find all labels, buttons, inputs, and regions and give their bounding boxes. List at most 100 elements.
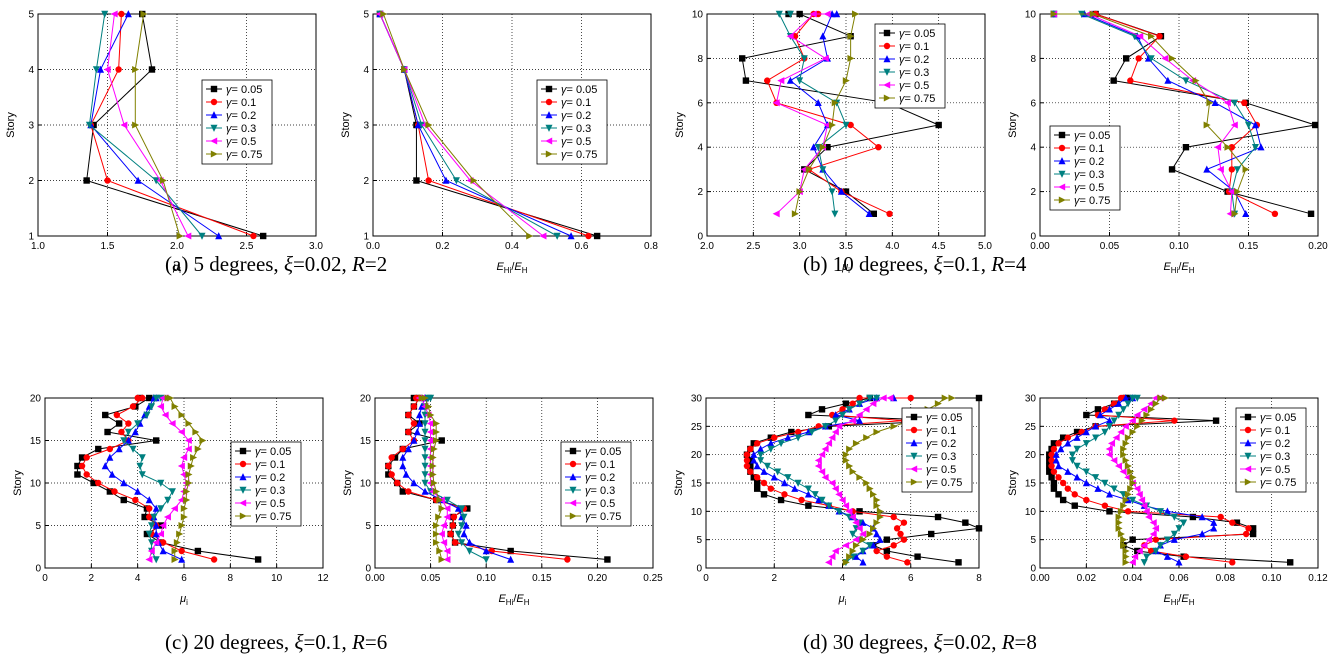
legend-marker (1058, 157, 1066, 165)
legend-label: γ= 0.1 (585, 459, 615, 471)
data-point (821, 423, 829, 431)
data-point (1052, 456, 1060, 464)
data-point (831, 485, 839, 493)
data-point (141, 513, 148, 521)
data-point (421, 445, 429, 453)
legend-label: γ= 0.5 (561, 136, 591, 148)
chart-panel-1: 1.0 1.5 2.0 2.5 3.0 1 2 3 4 5 Story μi γ= 0.05γ= 0.1… (5, 10, 323, 276)
data-point (180, 453, 188, 462)
y-tick-label: 10 (1025, 10, 1037, 21)
data-point (743, 451, 751, 458)
legend-marker (1244, 439, 1252, 447)
data-point (250, 232, 257, 240)
y-tick-label: 30 (1025, 394, 1037, 405)
legend-box (560, 441, 632, 527)
legend-marker (1058, 183, 1066, 191)
data-point (780, 479, 789, 487)
data-point (869, 541, 877, 549)
data-point (835, 508, 843, 516)
x-tick-label: 4 (840, 573, 846, 584)
data-point (385, 471, 392, 478)
data-point (767, 445, 775, 453)
data-point (819, 32, 827, 40)
data-point (786, 76, 794, 84)
legend-marker (1244, 478, 1252, 486)
series-0 (743, 394, 983, 566)
x-tick-label: 0.20 (1308, 241, 1328, 252)
data-point (849, 553, 857, 561)
caption-xi-value: =0.1, (942, 252, 992, 276)
data-point (1163, 536, 1171, 544)
series-5 (1115, 394, 1169, 566)
data-point (1050, 445, 1058, 453)
data-point (1140, 541, 1148, 549)
data-point (1312, 121, 1319, 129)
data-point (145, 530, 153, 538)
data-point (178, 547, 185, 555)
legend-label: γ= 0.5 (255, 498, 285, 510)
data-point (777, 440, 785, 448)
data-point (914, 553, 921, 560)
data-point (443, 504, 451, 513)
caption-xi-symbol: ξ (283, 252, 293, 276)
x-tick-label: 6 (908, 573, 914, 584)
x-tick-label: 0.00 (1030, 241, 1050, 252)
data-point (819, 166, 827, 174)
y-tick-label: 6 (697, 98, 703, 109)
data-point (900, 536, 908, 543)
data-point (450, 513, 458, 521)
data-point (1231, 210, 1239, 218)
legend-marker (239, 486, 247, 494)
data-point (180, 504, 188, 513)
data-point (101, 462, 109, 470)
y-tick-label: 10 (691, 507, 703, 518)
data-point (757, 445, 765, 453)
data-point (1175, 525, 1183, 533)
data-point (388, 471, 395, 478)
legend-label: γ= 0.1 (226, 97, 256, 109)
data-point (1156, 508, 1164, 516)
y-tick-label: 4 (697, 143, 703, 154)
data-point (865, 209, 873, 217)
data-point (831, 547, 839, 555)
data-point (1124, 490, 1132, 498)
data-point (1121, 422, 1129, 430)
data-point (464, 505, 471, 512)
data-point (152, 504, 160, 512)
data-point (876, 507, 884, 515)
x-axis-label: EHi/EH (1163, 261, 1194, 275)
data-point (539, 232, 547, 240)
y-tick-label: 3 (363, 121, 369, 132)
data-point (482, 556, 490, 564)
data-point (1110, 417, 1118, 425)
data-point (1135, 490, 1143, 498)
data-point (842, 451, 850, 459)
data-point (436, 547, 444, 555)
data-point (1307, 210, 1315, 217)
data-point (421, 428, 429, 436)
x-tick-label: 0.20 (588, 573, 608, 584)
data-point (784, 474, 792, 482)
data-point (78, 454, 86, 461)
legend-label: γ= 0.2 (899, 54, 929, 66)
x-tick-label: 2 (89, 573, 95, 584)
y-tick-label: 0 (1030, 564, 1036, 575)
legend-marker (1244, 413, 1252, 421)
series-5 (791, 10, 860, 218)
data-point (1124, 434, 1132, 442)
data-point (432, 487, 440, 496)
data-point (451, 539, 459, 546)
data-point (1110, 77, 1117, 84)
data-point (1117, 507, 1125, 515)
legend-label: γ= 0.05 (561, 84, 597, 96)
data-point (747, 468, 754, 475)
data-point (1124, 508, 1132, 515)
data-point (1082, 468, 1090, 476)
data-point (436, 496, 444, 504)
data-point (835, 422, 843, 430)
data-point (115, 420, 123, 427)
data-point (157, 505, 165, 513)
legend-marker (1058, 131, 1066, 139)
data-point (1182, 77, 1190, 85)
